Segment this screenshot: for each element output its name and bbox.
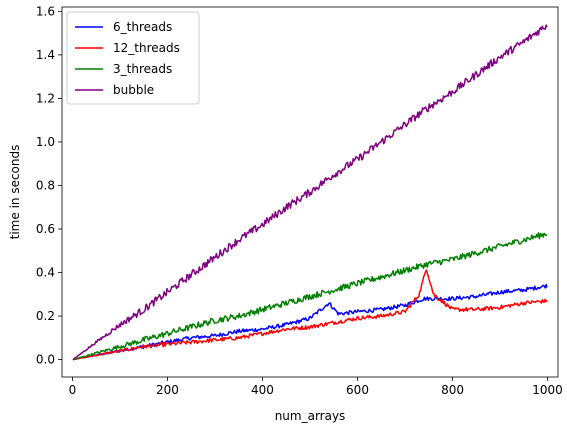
legend-label-6_threads: 6_threads [113,20,172,34]
x-tick-label: 0 [69,383,77,397]
series-line-12_threads [72,269,548,361]
y-axis: 0.0 0.2 0.4 0.6 0.8 1.0 1.2 1.4 1.6 [36,4,62,367]
y-tick-label: 0.6 [36,222,55,236]
x-axis: 0 200 400 600 800 1000 [69,377,563,397]
plot-frame [61,6,559,378]
series-line-3_threads [72,232,548,361]
plot-lines [72,24,548,361]
legend-box [66,11,200,105]
y-tick-label: 0.4 [36,266,55,280]
x-tick-label: 600 [346,383,369,397]
x-axis-label: num_arrays [275,409,346,423]
x-tick-label: 1000 [532,383,563,397]
y-tick-label: 0.0 [36,353,55,367]
y-tick-label: 0.8 [36,178,55,192]
y-axis-label: time in seconds [8,145,22,240]
y-tick-label: 0.2 [36,309,55,323]
y-tick-label: 1.0 [36,135,55,149]
legend-label-12_threads: 12_threads [113,41,180,55]
y-tick-label: 1.2 [36,91,55,105]
y-tick-label: 1.6 [36,4,55,18]
x-tick-label: 800 [441,383,464,397]
series-line-bubble [72,24,548,361]
legend-label-bubble: bubble [113,83,154,97]
legend-label-3_threads: 3_threads [113,62,172,76]
y-tick-label: 1.4 [36,48,55,62]
x-tick-label: 400 [251,383,274,397]
x-tick-label: 200 [156,383,179,397]
series-line-6_threads [72,283,548,361]
